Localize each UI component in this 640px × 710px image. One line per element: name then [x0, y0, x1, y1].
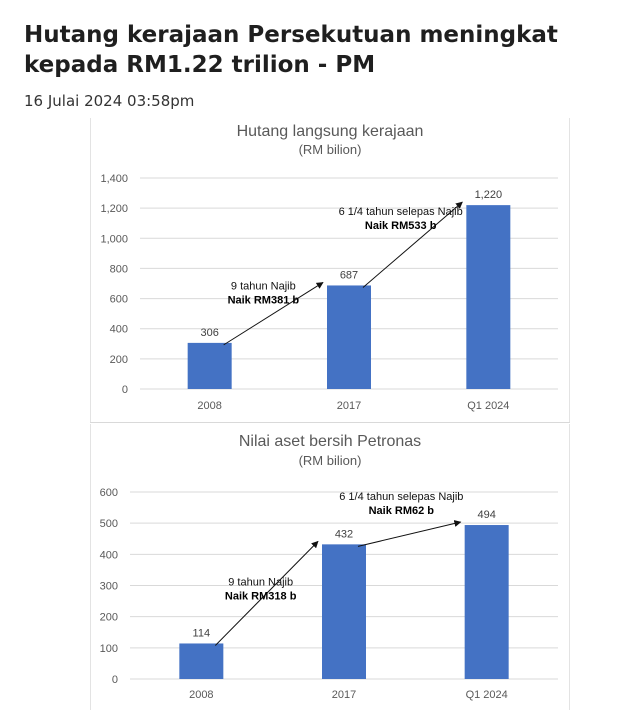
debt-bar-2008	[187, 342, 232, 389]
debt-growth-arrow	[362, 201, 463, 288]
debt-chart-panel: Hutang langsung kerajaan (RM bilion) 0 200 4…	[90, 118, 570, 423]
petronas-chart-subtitle: (RM bilion)	[299, 453, 362, 468]
petronas-value-label: 114	[193, 627, 211, 639]
debt-ytick-label: 400	[110, 324, 128, 336]
debt-value-label: 306	[200, 327, 218, 339]
debt-annotation-line2: Naik RM381 b	[228, 295, 300, 307]
petronas-ytick-label: 300	[100, 581, 118, 593]
petronas-annotation-line2: Naik RM62 b	[369, 505, 435, 517]
petronas-ytick-label: 100	[100, 643, 118, 655]
petronas-bar-2008	[179, 643, 224, 679]
article-headline: Hutang kerajaan Persekutuan meningkat ke…	[24, 22, 558, 78]
petronas-bar-2017	[322, 544, 366, 679]
debt-chart-subtitle: (RM bilion)	[299, 142, 362, 157]
debt-ytick-label: 1,000	[100, 233, 128, 245]
debt-ytick-label: 1,400	[100, 173, 128, 185]
debt-ytick-label: 600	[110, 294, 128, 306]
debt-chart: Hutang langsung kerajaan (RM bilion) 0 200 4…	[100, 123, 558, 412]
article-date: 16 Julai 2024 03:58pm	[24, 92, 195, 110]
debt-bar-q1-2024	[466, 205, 511, 389]
petronas-chart-title: Nilai aset bersih Petronas	[239, 433, 421, 450]
debt-chart-title: Hutang langsung kerajaan	[237, 123, 424, 140]
debt-ytick-label: 0	[122, 384, 128, 396]
debt-value-label: 1,220	[475, 189, 503, 201]
petronas-xtick-label: 2008	[189, 689, 213, 701]
debt-xtick-label: 2017	[337, 400, 361, 412]
petronas-chart: Nilai aset bersih Petronas (RM bilion) 0 10…	[100, 433, 558, 701]
debt-growth-arrow	[223, 282, 324, 346]
debt-annotation-line1: 6 1/4 tahun selepas Najib	[339, 206, 463, 218]
petronas-growth-arrow	[214, 540, 319, 646]
debt-ytick-label: 200	[110, 354, 128, 366]
debt-value-label: 687	[340, 269, 358, 281]
debt-xtick-label: 2008	[197, 400, 221, 412]
petronas-ytick-label: 400	[100, 549, 118, 561]
petronas-bar-q1-2024	[464, 525, 509, 679]
petronas-chart-panel: Nilai aset bersih Petronas (RM bilion) 0 10…	[90, 424, 570, 710]
petronas-xtick-label: 2017	[332, 689, 356, 701]
debt-bar-2017	[327, 285, 371, 389]
debt-xtick-label: Q1 2024	[467, 400, 509, 412]
petronas-annotation-line1: 9 tahun Najib	[228, 576, 293, 588]
debt-annotation-line1: 9 tahun Najib	[231, 281, 296, 293]
debt-ytick-label: 800	[110, 263, 128, 275]
petronas-growth-arrow	[357, 520, 462, 547]
petronas-ytick-label: 200	[100, 612, 118, 624]
debt-ytick-label: 1,200	[100, 203, 128, 215]
petronas-ytick-label: 0	[112, 674, 118, 686]
petronas-ytick-label: 600	[100, 487, 118, 499]
debt-annotation-line2: Naik RM533 b	[365, 220, 437, 232]
petronas-annotation-line1: 6 1/4 tahun selepas Najib	[339, 491, 463, 503]
petronas-ytick-label: 500	[100, 518, 118, 530]
petronas-value-label: 494	[477, 509, 495, 521]
petronas-value-label: 432	[335, 528, 353, 540]
petronas-xtick-label: Q1 2024	[466, 689, 508, 701]
petronas-annotation-line2: Naik RM318 b	[225, 590, 297, 602]
